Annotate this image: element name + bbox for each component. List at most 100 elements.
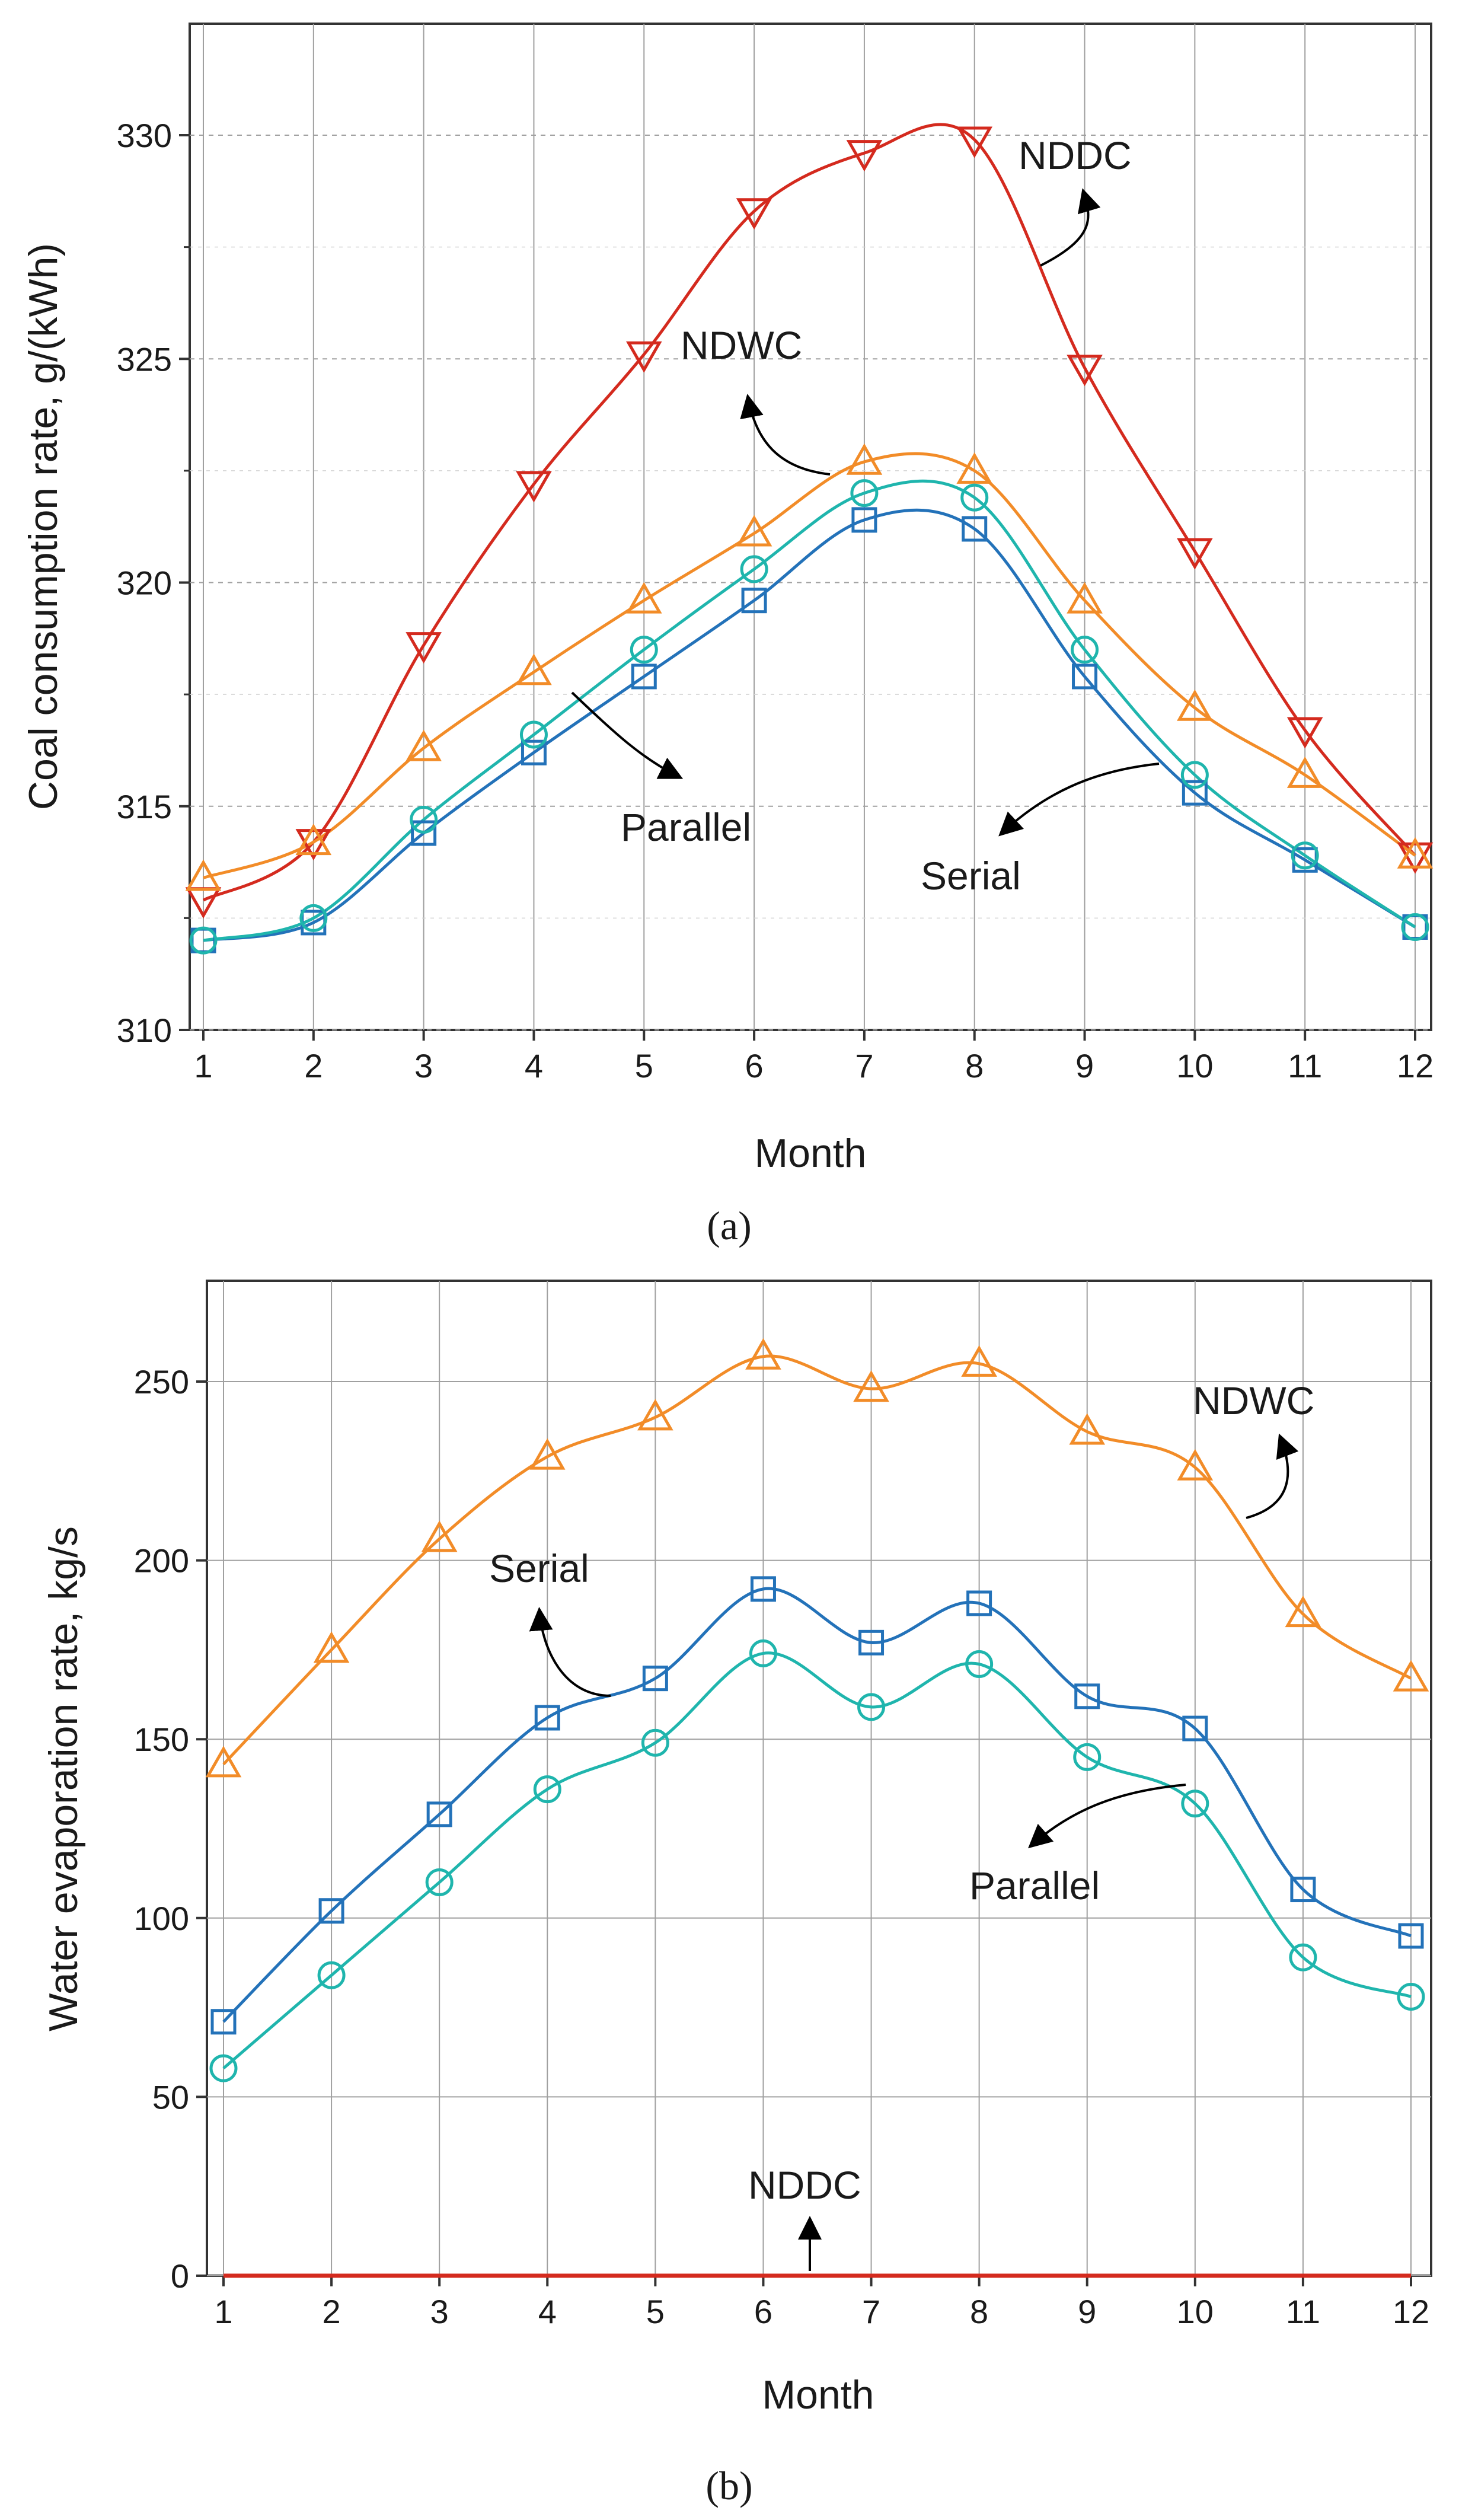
panel-a-annotation-ndwc: NDWC	[681, 323, 802, 367]
a-marker-ndwc	[516, 653, 552, 685]
a-marker-ndwc	[406, 729, 442, 761]
b-marker-serial	[1398, 1923, 1424, 1949]
b-ytick-label: 250	[134, 1363, 189, 1401]
b-marker-serial	[966, 1590, 992, 1616]
a-ytick-label: 325	[117, 340, 172, 378]
b-marker-ndwc	[1069, 1413, 1106, 1445]
a-xtick-label: 6	[745, 1047, 764, 1084]
panel-a-arrow-serial	[998, 763, 1160, 837]
a-marker-parallel	[1401, 913, 1429, 941]
a-marker-parallel	[960, 483, 989, 512]
b-marker-parallel	[965, 1650, 994, 1679]
a-marker-serial	[411, 820, 437, 846]
a-ytick-label: 315	[117, 788, 172, 825]
b-xtick-label: 4	[538, 2293, 557, 2330]
b-xtick-label: 8	[970, 2293, 988, 2330]
a-marker-parallel	[630, 636, 658, 664]
b-marker-parallel	[1181, 1789, 1209, 1818]
a-marker-ndwc	[1177, 689, 1213, 721]
b-ytick-label: 100	[134, 1900, 189, 1937]
b-marker-parallel	[317, 1961, 346, 1989]
panel-a-series-lines	[202, 123, 1416, 942]
panel-a-series-markers	[185, 126, 1434, 955]
b-marker-ndwc	[853, 1370, 889, 1402]
a-xtick-label: 9	[1075, 1047, 1094, 1084]
b-xtick-label: 2	[323, 2293, 341, 2330]
b-xtick-label: 6	[754, 2293, 772, 2330]
b-xtick-label: 9	[1078, 2293, 1096, 2330]
a-marker-ndwc	[956, 452, 993, 484]
a-marker-parallel	[1071, 636, 1099, 664]
b-marker-parallel	[1289, 1943, 1317, 1972]
a-marker-parallel	[299, 904, 328, 932]
b-ytick-label: 200	[134, 1542, 189, 1580]
panel-b-x-axis-title: Month	[762, 2372, 874, 2417]
a-marker-nddc	[1397, 842, 1434, 874]
a-marker-nddc	[516, 471, 552, 503]
b-series-line-parallel	[222, 1651, 1412, 2070]
b-marker-ndwc	[421, 1520, 458, 1552]
b-marker-serial	[1182, 1715, 1208, 1741]
b-xtick-label: 5	[646, 2293, 665, 2330]
a-marker-ndwc	[1397, 837, 1434, 869]
a-marker-ndwc	[625, 582, 662, 614]
panel-b-gridlines	[207, 1281, 1431, 2276]
a-marker-nddc	[956, 126, 993, 158]
a-marker-nddc	[846, 140, 883, 172]
a-marker-parallel	[1180, 761, 1209, 789]
panel-b-annotation-serial: Serial	[489, 1546, 589, 1590]
panel-b-series-lines	[222, 1354, 1412, 2278]
b-marker-ndwc	[637, 1399, 673, 1431]
a-marker-serial	[521, 739, 547, 765]
a-xtick-label: 11	[1288, 1047, 1322, 1084]
b-marker-serial	[426, 1801, 452, 1827]
panel-b-annotation-parallel: Parallel	[969, 1864, 1100, 1907]
b-marker-parallel	[1073, 1743, 1102, 1771]
panel-b-plot-frame	[206, 1280, 1432, 2277]
a-marker-serial	[851, 507, 877, 533]
a-marker-nddc	[1177, 538, 1213, 570]
panel-b-annotation-nddc: NDDC	[748, 2163, 861, 2207]
a-marker-serial	[741, 588, 767, 614]
b-xtick-label: 10	[1177, 2293, 1214, 2330]
b-ytick-label: 50	[152, 2078, 189, 2116]
a-xtick-label: 12	[1397, 1047, 1434, 1084]
b-marker-ndwc	[745, 1338, 781, 1370]
a-marker-serial	[962, 516, 988, 542]
panel-b-y-axis-title: Water evaporation rate, kg/s	[41, 1526, 86, 2031]
a-marker-nddc	[736, 198, 772, 230]
b-xtick-label: 11	[1286, 2293, 1320, 2330]
panel-a-annotation-nddc: NDDC	[1019, 133, 1132, 177]
panel-b-arrow-ndwc	[1246, 1433, 1299, 1519]
b-marker-serial	[534, 1705, 560, 1731]
b-marker-serial	[858, 1629, 885, 1655]
a-marker-ndwc	[736, 515, 772, 547]
a-marker-parallel	[410, 805, 438, 834]
b-marker-parallel	[1397, 1983, 1425, 2011]
a-marker-parallel	[1291, 841, 1319, 870]
a-marker-ndwc	[185, 859, 222, 891]
b-xtick-label: 12	[1393, 2293, 1429, 2330]
a-xtick-label: 2	[304, 1047, 323, 1084]
panel-b-arrow-parallel	[1028, 1784, 1186, 1849]
a-marker-parallel	[519, 720, 548, 749]
a-ytick-label: 310	[117, 1012, 172, 1049]
b-xtick-label: 1	[214, 2293, 232, 2330]
a-xtick-label: 10	[1176, 1047, 1213, 1084]
a-ytick-label: 330	[117, 117, 172, 154]
a-marker-nddc	[406, 632, 442, 664]
a-series-line-ndwc	[203, 452, 1416, 879]
a-marker-nddc	[625, 341, 662, 373]
b-marker-ndwc	[1177, 1449, 1214, 1481]
b-marker-parallel	[641, 1728, 669, 1757]
b-xtick-label: 3	[430, 2293, 449, 2330]
a-marker-parallel	[740, 555, 768, 583]
b-ytick-label: 0	[171, 2257, 189, 2295]
a-marker-ndwc	[846, 443, 883, 475]
b-series-line-ndwc	[222, 1354, 1412, 1766]
panel-b-series-markers	[205, 1338, 1429, 2082]
panel-b-arrow-serial	[529, 1607, 611, 1697]
